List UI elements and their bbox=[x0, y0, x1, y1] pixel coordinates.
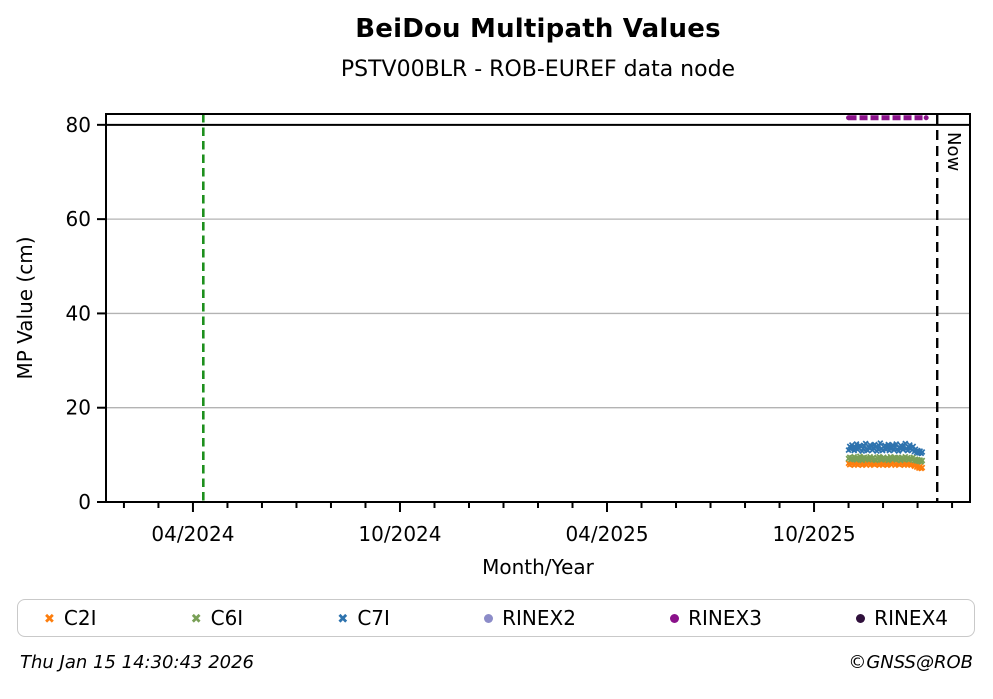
x-tick-label: 10/2025 bbox=[772, 522, 855, 546]
legend-label: RINEX4 bbox=[874, 606, 948, 630]
x-marker-icon: ✖ bbox=[44, 611, 55, 627]
chart-title: BeiDou Multipath Values bbox=[355, 14, 721, 44]
y-tick-label: 20 bbox=[66, 396, 91, 420]
availability-cap bbox=[923, 115, 929, 121]
x-marker-icon: ✖ bbox=[190, 611, 202, 627]
x-tick-label: 04/2025 bbox=[565, 522, 648, 546]
circle-marker-icon bbox=[670, 613, 680, 623]
legend-item: ✖ C6I bbox=[191, 608, 244, 628]
series-C7I bbox=[845, 440, 926, 457]
legend-item: ✖ C7I bbox=[337, 608, 390, 628]
legend-label: C2I bbox=[63, 606, 97, 630]
plot-frame bbox=[105, 113, 971, 503]
y-tick-label: 60 bbox=[66, 207, 91, 231]
x-marker-icon: ✖ bbox=[337, 611, 349, 627]
circle-marker-icon bbox=[484, 613, 494, 623]
series-C6I bbox=[845, 453, 926, 465]
y-tick-label: 0 bbox=[78, 490, 91, 514]
legend-item: RINEX3 bbox=[670, 608, 762, 628]
x-tick-label: 10/2024 bbox=[358, 522, 441, 546]
chart-subtitle: PSTV00BLR - ROB-EUREF data node bbox=[340, 57, 736, 82]
y-axis-label: MP Value (cm) bbox=[13, 236, 37, 379]
legend-item: RINEX4 bbox=[856, 608, 948, 628]
legend-item: ✖ C2I bbox=[44, 608, 97, 628]
legend: ✖ C2I ✖ C6I ✖ C7I RINEX2 RINEX3 RINEX4 bbox=[17, 599, 975, 637]
timestamp: Thu Jan 15 14:30:43 2026 bbox=[20, 652, 254, 673]
x-tick-label: 04/2024 bbox=[151, 522, 234, 546]
availability-cap bbox=[846, 115, 852, 121]
y-tick-label: 80 bbox=[66, 113, 91, 137]
legend-label: C7I bbox=[357, 606, 390, 630]
credit: ©GNSS@ROB bbox=[848, 652, 973, 673]
legend-item: RINEX2 bbox=[484, 608, 576, 628]
legend-label: C6I bbox=[210, 606, 244, 630]
x-axis-label: Month/Year bbox=[482, 555, 595, 579]
y-tick-label: 40 bbox=[66, 301, 91, 325]
legend-label: RINEX2 bbox=[502, 606, 576, 630]
circle-marker-icon bbox=[856, 613, 866, 623]
now-label: Now bbox=[943, 132, 964, 171]
legend-label: RINEX3 bbox=[688, 606, 762, 630]
